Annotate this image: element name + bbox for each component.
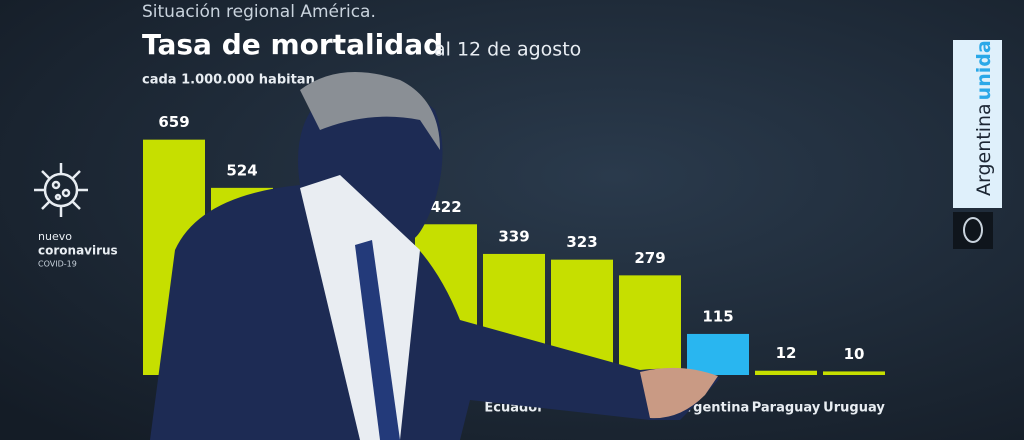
brand-box (953, 40, 1002, 208)
title-suffix: al 12 de agosto (434, 39, 581, 61)
emblem (963, 217, 983, 243)
subtitle: cada 1.000.000 habitan (142, 73, 315, 88)
value-label: 524 (226, 161, 257, 179)
x-tick-label: Paraguay (752, 401, 821, 416)
brand-text: Argentinaunida (973, 40, 995, 196)
kicker: Situación regional América. (142, 2, 376, 22)
logo-text: coronavirus (38, 244, 118, 258)
bar (755, 370, 817, 375)
x-tick-label: Uruguay (823, 401, 885, 416)
presenter-tie (355, 240, 400, 440)
x-tick-label: rgentina (687, 401, 750, 416)
bar (687, 333, 749, 375)
bar (619, 275, 681, 375)
presenter (150, 83, 720, 440)
value-label: 10 (844, 345, 865, 363)
value-label: 422 (430, 198, 461, 216)
value-label: 339 (498, 227, 529, 245)
bar (823, 371, 885, 375)
virus-icon (34, 163, 88, 217)
logo-text: nuevo (38, 230, 72, 243)
value-label: 115 (702, 307, 733, 325)
chart-title: Tasa de mortalidad (142, 28, 443, 61)
value-label: 323 (566, 233, 597, 251)
logo-text: COVID-19 (38, 260, 77, 269)
value-label: 12 (776, 344, 797, 362)
value-label: 659 (158, 113, 189, 131)
presenter-hair (300, 72, 440, 150)
value-label: 279 (634, 249, 665, 267)
presenter-hand (640, 367, 718, 419)
